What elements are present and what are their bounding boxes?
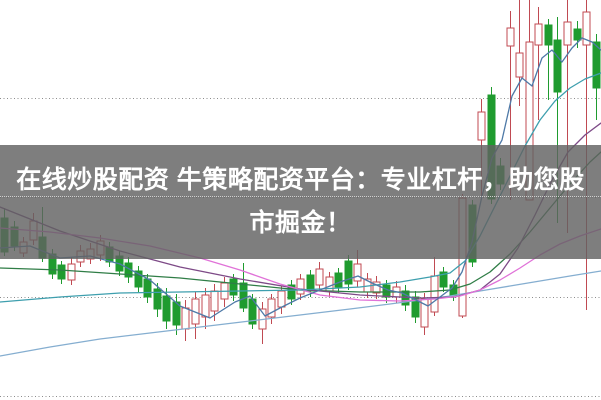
candle <box>134 270 143 288</box>
candle <box>153 288 162 310</box>
candle <box>181 307 190 330</box>
banner-title-line2: 市掘金！ <box>249 209 352 237</box>
candle <box>334 272 343 288</box>
gridline-over-banner <box>0 196 601 197</box>
candle <box>287 284 296 300</box>
candle <box>582 11 591 46</box>
candle <box>515 52 524 78</box>
candle <box>239 282 248 309</box>
watermark-banner: 在线炒股配资 牛策略配资平台：专业杠杆，助您股 市掘金！ <box>0 145 601 259</box>
candle <box>296 278 305 295</box>
candle <box>306 274 315 292</box>
candle <box>201 294 210 318</box>
candle <box>573 28 582 41</box>
candle <box>172 301 181 326</box>
candle <box>382 284 391 298</box>
candle <box>534 23 543 46</box>
candle <box>506 27 515 47</box>
candle <box>430 275 439 313</box>
candle <box>57 264 66 280</box>
candle <box>277 290 286 308</box>
candle <box>344 260 353 285</box>
candle <box>477 111 486 141</box>
candle <box>544 24 553 46</box>
candle <box>143 278 152 298</box>
candle <box>229 278 238 296</box>
candle <box>67 263 76 281</box>
candle <box>353 263 362 282</box>
candle <box>563 21 572 46</box>
candle <box>267 298 276 318</box>
ma-long-lightblue-line <box>0 270 601 357</box>
candle <box>411 296 420 318</box>
candle <box>592 41 601 89</box>
ma-teal-line <box>0 72 601 303</box>
candle <box>553 39 562 93</box>
candle <box>315 268 324 286</box>
candle <box>162 295 171 322</box>
ma-short-steelblue-line <box>0 37 601 319</box>
candle <box>439 271 448 288</box>
banner-title-line1: 在线炒股配资 牛策略配资平台：专业杠杆，助您股 <box>16 166 585 194</box>
candle <box>372 281 381 294</box>
candle <box>210 290 219 312</box>
